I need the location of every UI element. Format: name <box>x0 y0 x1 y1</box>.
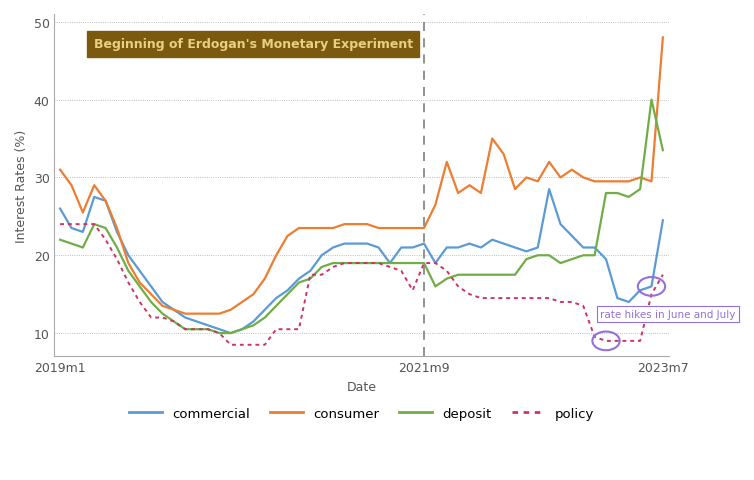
X-axis label: Date: Date <box>347 380 376 393</box>
Y-axis label: Interest Rates (%): Interest Rates (%) <box>15 129 28 242</box>
Text: rate hikes in June and July: rate hikes in June and July <box>600 309 736 319</box>
Legend: commercial, consumer, deposit, policy: commercial, consumer, deposit, policy <box>123 402 599 425</box>
Text: Beginning of Erdogan's Monetary Experiment: Beginning of Erdogan's Monetary Experime… <box>93 38 412 51</box>
